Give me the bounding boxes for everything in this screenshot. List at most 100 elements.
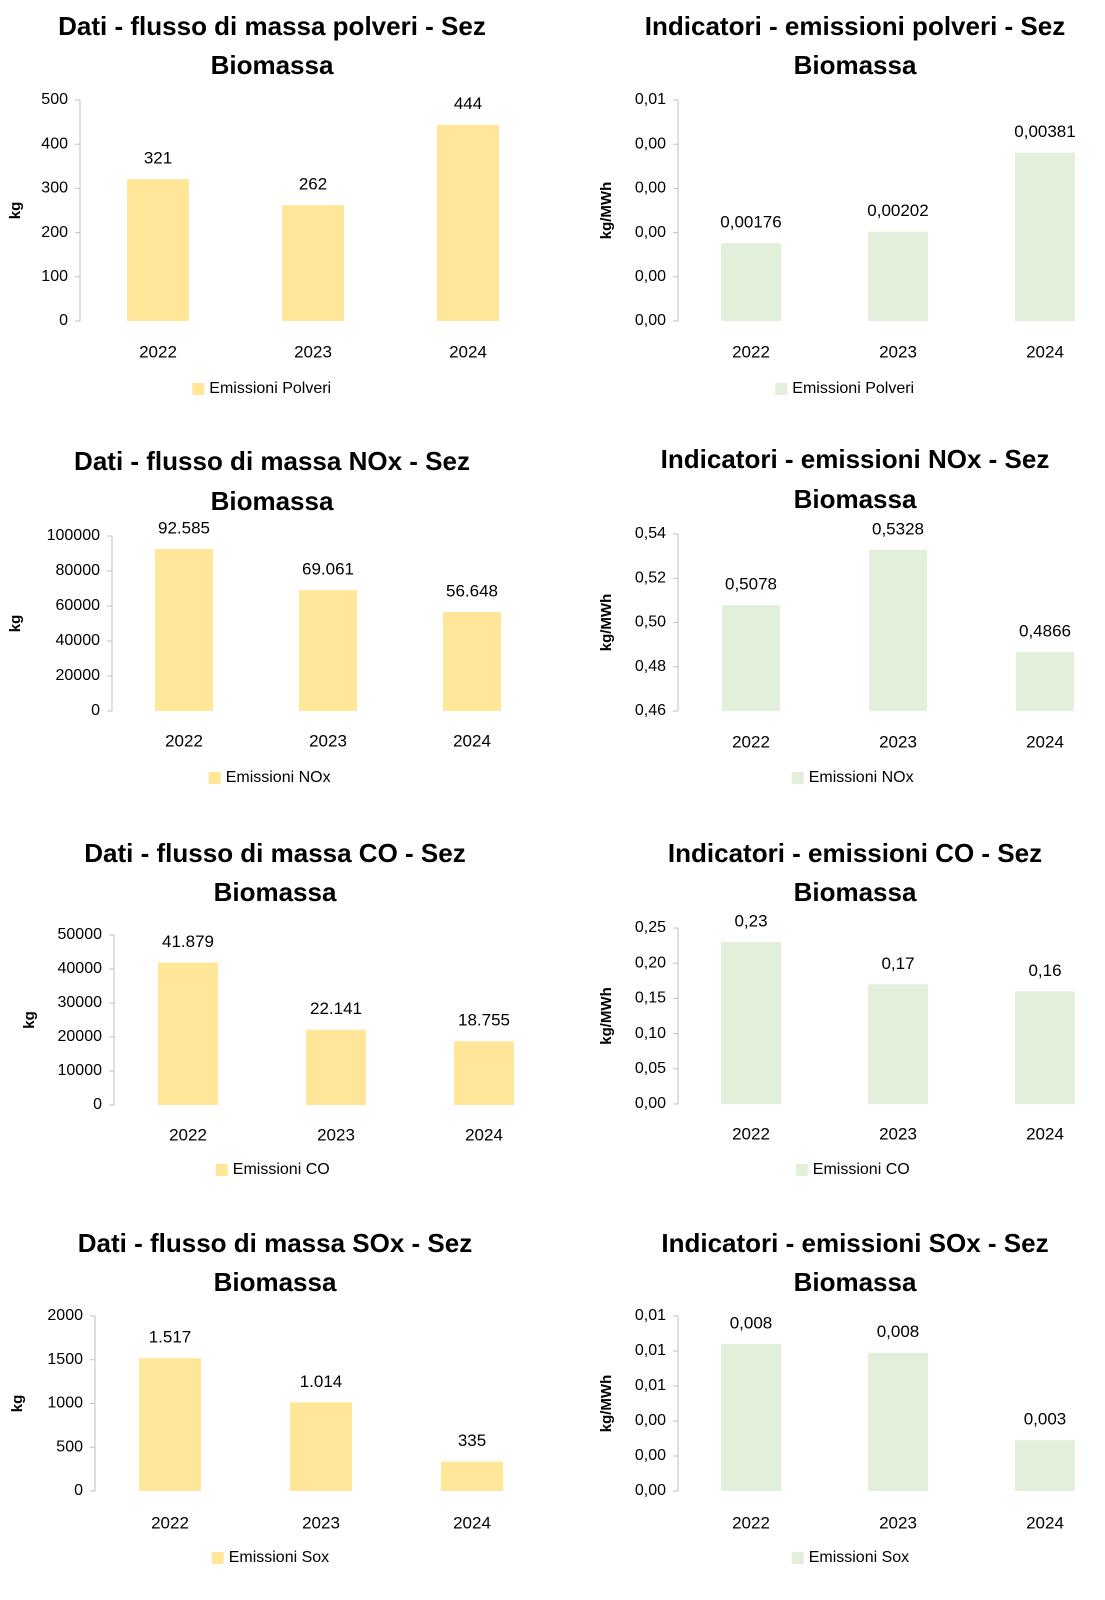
x-category-label: 2024 (1026, 342, 1064, 361)
y-tick-label: 0,20 (635, 954, 666, 971)
bar (721, 243, 781, 321)
legend-swatch (215, 1164, 228, 1176)
y-tick-label: 20000 (58, 1028, 103, 1045)
legend: Emissioni CO (215, 1161, 330, 1178)
y-tick-label: 0,00 (635, 180, 666, 197)
y-axis-label: kg/MWh (598, 987, 615, 1045)
y-tick-label: 100000 (47, 527, 100, 544)
legend-swatch (791, 772, 804, 784)
y-axis-label: kg (21, 1011, 38, 1029)
bar (441, 1461, 503, 1491)
bar (290, 1402, 352, 1491)
y-tick-label: 0,00 (635, 268, 666, 285)
bar (722, 605, 780, 711)
bar (1016, 652, 1074, 711)
x-category-label: 2022 (732, 342, 770, 361)
legend-swatch (791, 1552, 804, 1564)
bar (721, 942, 781, 1104)
y-tick-label: 0,52 (635, 569, 666, 586)
bar (443, 611, 501, 711)
bar (1015, 1440, 1075, 1491)
chart-title-line2: Biomassa (794, 877, 917, 907)
y-tick-label: 0 (74, 1482, 83, 1499)
y-tick-label: 0,01 (635, 1377, 666, 1394)
y-tick-label: 0,00 (635, 312, 666, 329)
y-axis-label: kg/MWh (598, 1375, 615, 1433)
legend-label: Emissioni Polveri (209, 380, 331, 397)
chart-panel: Dati - flusso di massa SOx - Sez Biomassa… (9, 1228, 503, 1566)
bar (869, 549, 927, 711)
data-label: 335 (458, 1431, 486, 1450)
x-category-label: 2024 (1026, 1124, 1064, 1143)
y-tick-label: 0,54 (635, 525, 666, 542)
x-category-label: 2022 (732, 732, 770, 751)
x-category-label: 2024 (453, 731, 491, 750)
y-tick-label: 500 (41, 91, 68, 108)
y-tick-label: 40000 (56, 632, 101, 649)
chart-panel: Indicatori - emissioni SOx - Sez Biomassa… (598, 1228, 1075, 1566)
chart-panel: Dati - flusso di massa NOx - Sez Biomassa… (7, 446, 501, 786)
y-tick-label: 60000 (56, 597, 101, 614)
bar (868, 984, 928, 1104)
data-label: 0,008 (730, 1313, 773, 1332)
chart-title: Indicatori - emissioni CO - Sez (668, 838, 1042, 868)
chart-title: Indicatori - emissioni polveri - Sez (645, 11, 1065, 41)
y-tick-label: 500 (56, 1438, 83, 1455)
data-label: 18.755 (458, 1011, 510, 1030)
y-tick-label: 0,01 (635, 1342, 666, 1359)
chart-title-line2: Biomassa (794, 50, 917, 80)
legend-label: Emissioni Polveri (792, 380, 914, 397)
y-tick-label: 0,00 (635, 224, 666, 241)
y-tick-label: 0,00 (635, 1412, 666, 1429)
x-category-label: 2022 (732, 1513, 770, 1532)
y-tick-label: 100 (41, 268, 68, 285)
y-tick-label: 0 (93, 1096, 102, 1113)
x-category-label: 2022 (169, 1125, 207, 1144)
x-category-label: 2023 (317, 1125, 355, 1144)
legend: Emissioni NOx (208, 769, 331, 786)
y-tick-label: 300 (41, 180, 68, 197)
data-label: 41.879 (162, 932, 214, 951)
y-tick-label: 40000 (58, 960, 103, 977)
bar (1015, 152, 1075, 321)
bar (1015, 991, 1075, 1104)
chart-title: Dati - flusso di massa NOx - Sez (74, 446, 470, 476)
y-tick-label: 0,00 (635, 1482, 666, 1499)
legend-label: Emissioni NOx (226, 769, 331, 786)
bar (299, 590, 357, 711)
data-label: 0,23 (734, 912, 767, 931)
x-category-label: 2022 (139, 342, 177, 361)
y-tick-label: 0,00 (635, 1447, 666, 1464)
y-tick-label: 20000 (56, 667, 101, 684)
y-tick-label: 0,25 (635, 919, 666, 936)
chart-title: Dati - flusso di massa polveri - Sez (58, 11, 486, 41)
x-category-label: 2023 (294, 342, 332, 361)
y-tick-label: 0,50 (635, 614, 666, 631)
legend-label: Emissioni NOx (809, 769, 914, 786)
data-label: 1.517 (149, 1328, 192, 1347)
y-tick-label: 1000 (47, 1395, 83, 1412)
y-axis-label: kg (9, 1395, 26, 1413)
legend-swatch (211, 1552, 224, 1564)
y-tick-label: 200 (41, 224, 68, 241)
data-label: 444 (454, 94, 482, 113)
data-label: 0,17 (881, 954, 914, 973)
legend: Emissioni Polveri (775, 380, 914, 397)
bar (454, 1041, 514, 1105)
chart-panel: Dati - flusso di massa polveri - Sez Biom… (7, 11, 499, 397)
chart-title: Dati - flusso di massa SOx - Sez (78, 1228, 472, 1258)
data-label: 0,00381 (1014, 122, 1075, 141)
legend-label: Emissioni CO (813, 1161, 910, 1178)
y-axis-label: kg (7, 202, 24, 220)
x-category-label: 2023 (879, 342, 917, 361)
y-tick-label: 0,01 (635, 91, 666, 108)
data-label: 0,003 (1024, 1410, 1067, 1429)
chart-panel: Indicatori - emissioni NOx - Sez Biomassa… (598, 444, 1074, 786)
legend-swatch (795, 1164, 808, 1176)
y-tick-label: 400 (41, 135, 68, 152)
y-tick-label: 1500 (47, 1351, 83, 1368)
y-tick-label: 0,46 (635, 702, 666, 719)
bar (868, 231, 928, 321)
x-category-label: 2023 (302, 1513, 340, 1532)
